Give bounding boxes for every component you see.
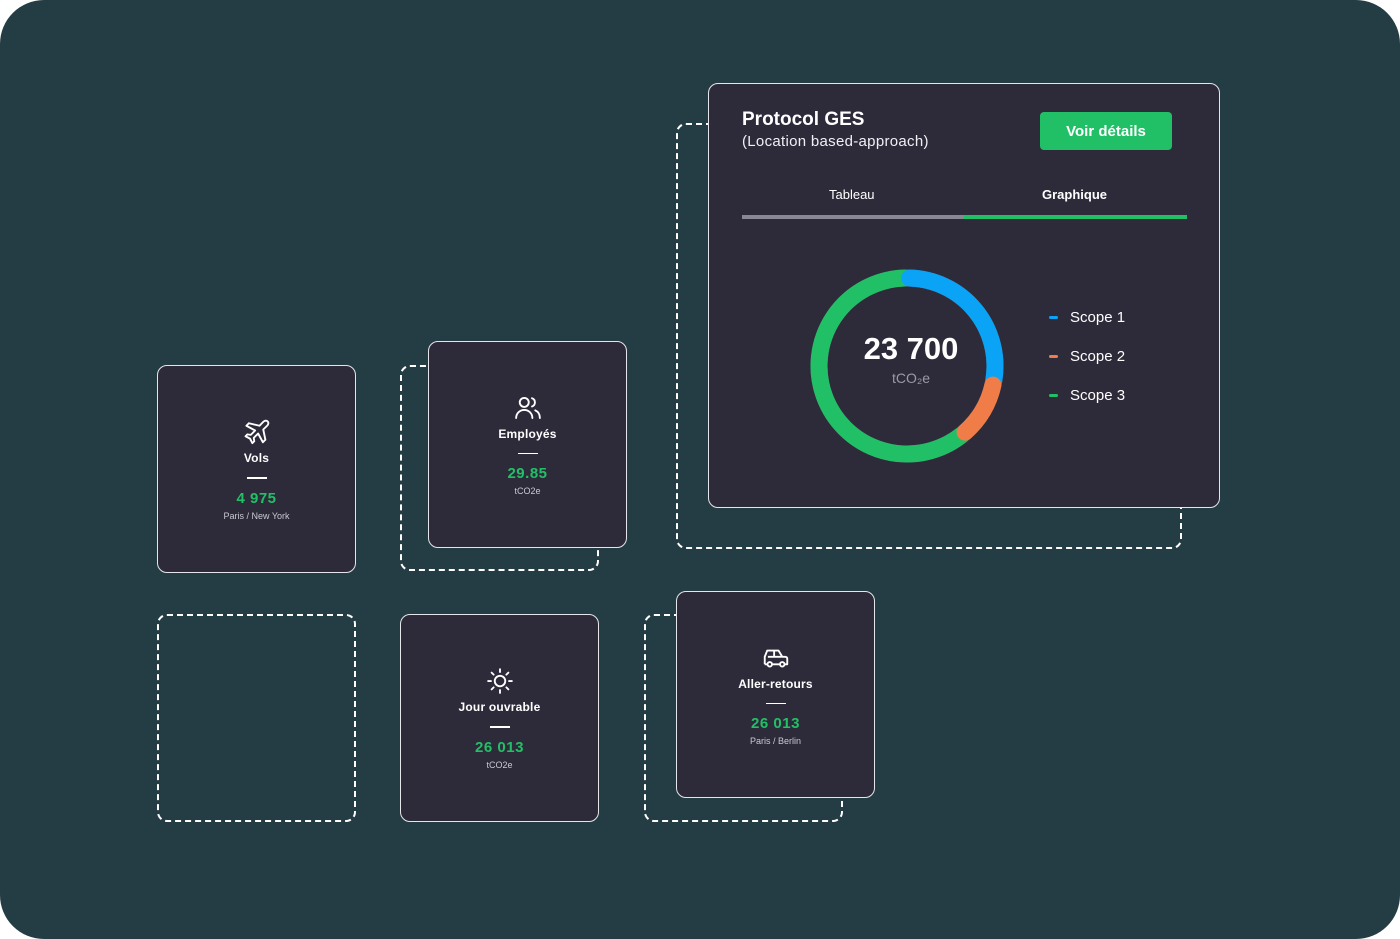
- donut-slice-scope-3: [810, 269, 970, 463]
- legend-swatch: [1049, 394, 1058, 397]
- legend-swatch: [1049, 316, 1058, 319]
- ges-card: Protocol GES (Location based-approach) V…: [708, 83, 1220, 508]
- ges-title: Protocol GES: [742, 109, 865, 130]
- tile-value: 26 013: [751, 715, 800, 733]
- users-icon: [513, 393, 543, 423]
- tile-aller-retours[interactable]: Aller-retours 26 013 Paris / Berlin: [676, 591, 875, 798]
- divider: [517, 452, 538, 455]
- donut-chart: [810, 269, 1004, 463]
- divider: [246, 477, 267, 479]
- tab-graphique[interactable]: Graphique: [1042, 187, 1108, 202]
- tile-sub: tCO2e: [486, 759, 513, 770]
- tile-employes[interactable]: Employés 29.85 tCO2e: [428, 341, 627, 548]
- tile-sub: tCO2e: [514, 486, 541, 497]
- voir-details-button[interactable]: Voir détails: [1040, 112, 1172, 150]
- tile-label: Employés: [498, 426, 557, 441]
- tile-sub: Paris / Berlin: [749, 736, 802, 747]
- tile-label: Aller-retours: [738, 676, 813, 691]
- divider: [489, 726, 510, 728]
- tile-value: 26 013: [475, 738, 524, 756]
- tab-indicator-active: [964, 215, 1187, 219]
- tile-label: Jour ouvrable: [458, 700, 541, 715]
- sun-icon: [485, 666, 515, 696]
- divider: [765, 702, 786, 705]
- donut-total: 23 700: [863, 331, 959, 366]
- car-icon: [761, 643, 791, 673]
- legend-swatch: [1049, 355, 1058, 358]
- ghost-card-empty: [157, 614, 356, 822]
- donut-slice-scope-2: [956, 376, 1002, 441]
- tile-vols[interactable]: Vols 4 975 Paris / New York: [157, 365, 356, 573]
- tile-sub: Paris / New York: [223, 510, 290, 521]
- legend-label: Scope 2: [1070, 348, 1126, 365]
- airplane-icon: [242, 417, 272, 447]
- tile-label: Vols: [243, 451, 270, 466]
- legend-scope-2: Scope 2: [1049, 348, 1125, 365]
- ges-subtitle: (Location based-approach): [742, 133, 929, 150]
- tab-tableau[interactable]: Tableau: [829, 187, 875, 202]
- legend-label: Scope 1: [1070, 309, 1126, 326]
- donut-unit: tCO₂e: [891, 370, 931, 386]
- tab-indicator-inactive: [742, 215, 964, 219]
- tile-value: 29.85: [507, 465, 548, 483]
- legend-scope-1: Scope 1: [1049, 309, 1125, 326]
- donut-slice-scope-1: [901, 269, 1004, 389]
- donut-center: 23 700 tCO₂e: [811, 309, 1011, 429]
- legend-scope-3: Scope 3: [1049, 387, 1125, 404]
- tile-jour-ouvrable[interactable]: Jour ouvrable 26 013 tCO2e: [400, 614, 599, 822]
- tile-value: 4 975: [236, 489, 277, 507]
- legend-label: Scope 3: [1070, 387, 1126, 404]
